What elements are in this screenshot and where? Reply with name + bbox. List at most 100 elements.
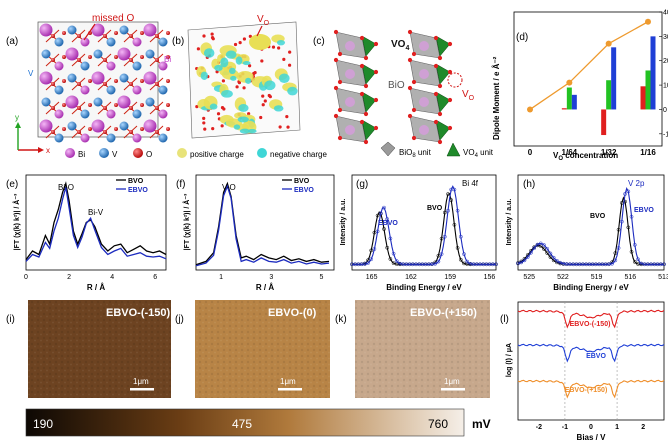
panel-g-point-BVO [442, 210, 447, 215]
panel-l-frame [517, 301, 665, 421]
bi-tag: Bi [164, 55, 171, 64]
o-atom [407, 113, 413, 119]
o-atom [337, 107, 343, 113]
o-atom [202, 116, 206, 120]
bi4f-label: Bi 4f [462, 179, 479, 188]
atom [158, 109, 168, 119]
panel-e-line-EBVO [25, 186, 167, 262]
panel-g-point-EBVO [436, 259, 441, 264]
v-o-peak-label: V-O [222, 183, 236, 192]
panel-h-point-BVO [613, 251, 618, 255]
o-atom [235, 85, 239, 89]
negative-lobe [276, 39, 286, 46]
panel-g-point-BVO [436, 253, 441, 258]
o-atom [166, 31, 170, 35]
panel-e-line-BVO [25, 181, 167, 260]
bi-atom [65, 47, 79, 61]
panel-h-point-EBVO [525, 255, 530, 259]
panel-c: (c) VO4 BiO VO BiO8 unit VO4 unit [313, 29, 494, 159]
charge-density-map [195, 32, 298, 134]
o-atom [247, 112, 251, 116]
iv-curve-0 [517, 309, 665, 329]
panel-d-xtick-label: 0 [528, 148, 533, 157]
atom [106, 61, 116, 71]
o-atom [114, 79, 118, 83]
o-atom [248, 34, 252, 38]
o-atom [286, 125, 290, 129]
bi-atom [419, 69, 429, 79]
colorbar-tick-mid: 475 [232, 417, 252, 431]
o-atom [77, 106, 81, 110]
total-dipole-point [566, 79, 573, 86]
panel-g-point-EBVO [458, 234, 463, 239]
v-atom [119, 121, 129, 131]
panel-g-point-BVO [366, 258, 370, 263]
o-atom [288, 63, 292, 67]
o-atom [88, 79, 92, 83]
panel-g-point-EBVO [369, 257, 374, 262]
o-atom [282, 57, 286, 61]
panel-c-label: (c) [313, 36, 325, 47]
panel-g-ylabel: Intensity / a.u. [340, 199, 347, 246]
atom [106, 109, 116, 119]
afm-texture-i [28, 300, 171, 398]
crystal-structure-a [39, 23, 170, 143]
negative-lobe [230, 75, 237, 81]
panel-d-xtick-label: 1/32 [601, 148, 617, 157]
o-atom [233, 42, 238, 47]
o-atom [155, 34, 159, 38]
total-dipole-point [527, 106, 533, 113]
panel-h-point-EBVO [616, 246, 621, 250]
v-tag: V [28, 69, 34, 78]
panel-h-point-EBVO [558, 260, 563, 265]
atom [158, 133, 168, 143]
panel-g-frame [351, 174, 497, 271]
atom [80, 61, 90, 71]
negative-lobe [200, 71, 209, 81]
o-atom [288, 50, 292, 54]
panel-h-point-EBVO [535, 242, 540, 247]
o-atom [51, 58, 55, 62]
negative-lobe [238, 104, 249, 112]
panel-e-xtick: 4 [110, 274, 114, 281]
panel-b-label: (b) [172, 36, 184, 47]
negative-lobe [235, 56, 243, 65]
panel-g-point-EBVO [465, 259, 470, 264]
panel-g: Intensity / a.u. Binding Energy / eV (g) Bi… [340, 174, 498, 292]
ebvo-tag-g: EBVO [378, 220, 398, 227]
bi-atom [345, 41, 355, 51]
bio-annotation: BiO [388, 80, 405, 91]
v-atom [41, 49, 51, 59]
o-atom [359, 119, 365, 125]
o-atom [285, 114, 289, 119]
bi-atom [117, 47, 131, 61]
panel-g-point-BVO [391, 261, 396, 266]
o-atom [277, 46, 281, 50]
o-atom [211, 127, 215, 131]
panel-h-point-EBVO [555, 258, 559, 263]
o-atom [88, 127, 92, 131]
bi-atom [39, 119, 53, 133]
colorbar-tick-max: 760 [428, 417, 448, 431]
bi-atom [143, 23, 157, 37]
panel-e-xtick: 6 [153, 274, 157, 281]
panel-l-label: (l) [500, 314, 509, 325]
panel-h-xtick: 525 [523, 274, 535, 281]
y-arrowhead-icon [15, 122, 21, 128]
bar-x-1 [561, 108, 567, 110]
bi-atom [419, 125, 429, 135]
panel-f-line-EBVO [195, 184, 330, 267]
v-atom [145, 97, 155, 107]
panel-g-point-BVO [372, 230, 377, 235]
o-legend-label: O [146, 150, 152, 159]
o-atom [88, 103, 92, 107]
iv-curve-label-1: EBVO [586, 353, 606, 360]
o-atom [259, 115, 263, 120]
vo4-tetrahedron [361, 91, 377, 113]
panel-d-label: (d) [516, 32, 528, 43]
o-atom [77, 58, 81, 62]
o-atom [129, 106, 133, 110]
o-atom [373, 125, 379, 131]
colorbar-unit: mV [472, 417, 491, 431]
